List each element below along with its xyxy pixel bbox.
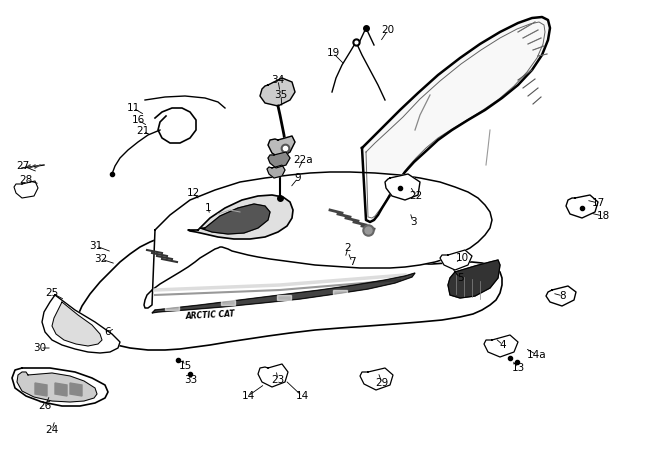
Polygon shape <box>448 260 500 298</box>
Polygon shape <box>55 383 67 396</box>
Polygon shape <box>12 368 108 406</box>
Polygon shape <box>566 195 598 218</box>
Polygon shape <box>277 295 291 300</box>
Polygon shape <box>152 273 415 313</box>
Text: 29: 29 <box>376 378 389 388</box>
Text: 10: 10 <box>456 253 469 263</box>
Polygon shape <box>188 195 293 239</box>
Text: 34: 34 <box>272 75 285 85</box>
Text: 3: 3 <box>410 217 416 227</box>
Polygon shape <box>200 204 270 234</box>
Text: 22a: 22a <box>293 155 313 165</box>
Polygon shape <box>268 136 295 158</box>
Polygon shape <box>165 305 179 310</box>
Text: 14a: 14a <box>527 350 547 360</box>
Text: 8: 8 <box>560 291 566 301</box>
Polygon shape <box>70 383 82 396</box>
Text: 30: 30 <box>33 343 47 353</box>
Polygon shape <box>268 152 290 168</box>
Text: 18: 18 <box>597 211 610 221</box>
Text: 35: 35 <box>274 90 287 100</box>
Polygon shape <box>144 172 492 308</box>
Text: 28: 28 <box>20 175 32 185</box>
Polygon shape <box>440 250 472 270</box>
Polygon shape <box>17 372 97 402</box>
Polygon shape <box>385 174 420 200</box>
Text: 4: 4 <box>500 340 506 350</box>
Text: ARCTIC CAT: ARCTIC CAT <box>185 309 235 321</box>
Text: 20: 20 <box>382 25 395 35</box>
Text: 23: 23 <box>272 375 285 385</box>
Polygon shape <box>77 231 502 350</box>
Polygon shape <box>42 295 120 353</box>
Text: 17: 17 <box>592 198 604 208</box>
Text: 33: 33 <box>185 375 198 385</box>
Text: 7: 7 <box>348 257 356 267</box>
Text: 22: 22 <box>410 191 422 201</box>
Text: 24: 24 <box>46 425 58 435</box>
Polygon shape <box>362 17 550 222</box>
Text: 14: 14 <box>241 391 255 401</box>
Text: 21: 21 <box>136 126 150 136</box>
Text: 2: 2 <box>344 243 351 253</box>
Text: 26: 26 <box>38 401 51 411</box>
Polygon shape <box>35 383 47 396</box>
Polygon shape <box>546 286 576 306</box>
Text: 15: 15 <box>178 361 192 371</box>
Text: 31: 31 <box>90 241 103 251</box>
Text: 13: 13 <box>512 363 525 373</box>
Text: 32: 32 <box>94 254 108 264</box>
Text: 19: 19 <box>326 48 339 58</box>
Polygon shape <box>14 181 38 198</box>
Text: 12: 12 <box>187 188 200 198</box>
Polygon shape <box>221 300 235 305</box>
Polygon shape <box>360 368 393 390</box>
Text: 1: 1 <box>205 203 211 213</box>
Text: 25: 25 <box>46 288 58 298</box>
Polygon shape <box>258 364 288 387</box>
Polygon shape <box>333 290 347 295</box>
Polygon shape <box>267 165 285 178</box>
Text: 11: 11 <box>126 103 140 113</box>
Text: 16: 16 <box>131 115 144 125</box>
Polygon shape <box>484 335 518 357</box>
Text: 14: 14 <box>295 391 309 401</box>
Text: 9: 9 <box>294 173 302 183</box>
Text: 27: 27 <box>16 161 30 171</box>
Polygon shape <box>260 78 295 106</box>
Text: 6: 6 <box>105 327 111 337</box>
Text: 5: 5 <box>457 273 463 283</box>
Polygon shape <box>52 302 102 346</box>
